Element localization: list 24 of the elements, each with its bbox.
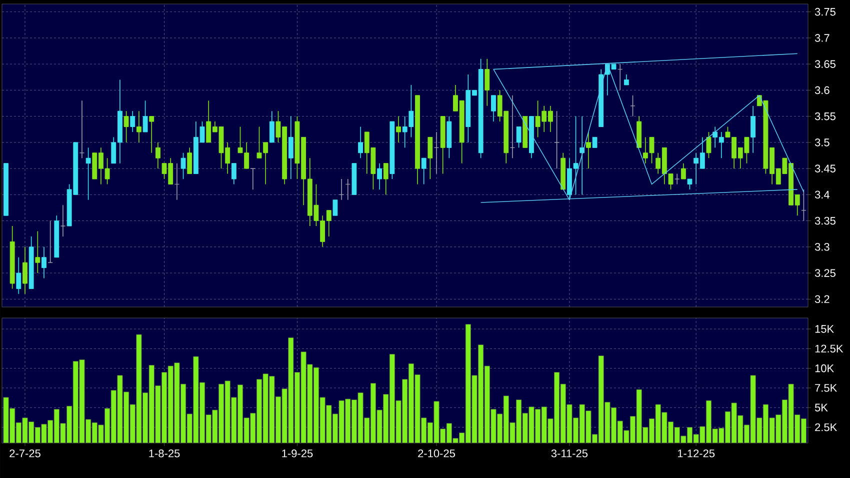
y-tick-label: 3.45 <box>814 164 836 172</box>
y-tick-label: 3.25 <box>814 269 836 277</box>
y-tick-label: 3.3 <box>814 243 830 251</box>
y-tick-label: 3.5 <box>814 138 830 146</box>
y-tick-label: 15K <box>815 325 834 333</box>
y-tick-label: 3.75 <box>814 8 836 16</box>
y-tick-label: 5K <box>814 404 828 412</box>
x-tick-label: 1-9-25 <box>282 450 313 458</box>
x-tick-label: 2-7-25 <box>10 450 40 458</box>
x-tick-label: 1-12-25 <box>678 450 715 458</box>
x-tick-label: 2-10-25 <box>418 450 455 458</box>
y-tick-label: 3.35 <box>814 216 836 225</box>
y-tick-label: 2.5K <box>815 423 838 432</box>
y-tick-label: 3.2 <box>814 295 830 304</box>
y-tick-label: 10K <box>815 364 834 372</box>
y-tick-label: 3.65 <box>814 60 836 68</box>
y-tick-label: 3.7 <box>814 34 830 42</box>
y-tick-label: 3.55 <box>814 112 836 120</box>
y-tick-label: 7.5K <box>815 384 838 392</box>
y-tick-label: 3.4 <box>814 190 830 199</box>
x-tick-label: 1-8-25 <box>149 450 180 458</box>
y-tick-label: 12.5K <box>815 344 844 353</box>
x-tick-label: 3-11-25 <box>551 450 588 458</box>
y-tick-label: 3.6 <box>814 86 830 94</box>
